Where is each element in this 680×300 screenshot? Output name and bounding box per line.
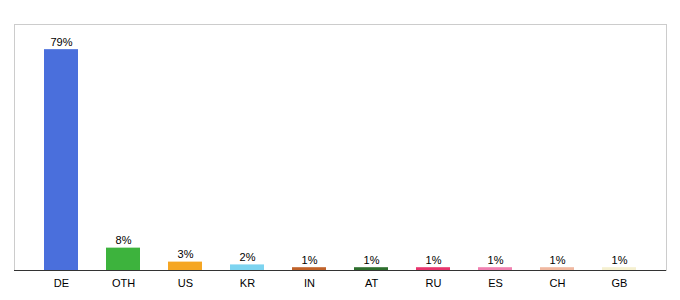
svg-text:ES: ES [488,277,503,289]
svg-text:OTH: OTH [112,277,135,289]
svg-text:1%: 1% [612,254,628,266]
svg-text:1%: 1% [550,254,566,266]
svg-text:GB: GB [612,277,628,289]
svg-text:CH: CH [550,277,566,289]
svg-text:3%: 3% [178,248,194,260]
svg-text:DE: DE [54,277,69,289]
svg-text:1%: 1% [426,254,442,266]
svg-text:1%: 1% [302,254,318,266]
svg-text:KR: KR [240,277,255,289]
svg-text:1%: 1% [364,254,380,266]
svg-text:79%: 79% [50,36,72,48]
svg-text:2%: 2% [240,251,256,263]
svg-text:1%: 1% [488,254,504,266]
svg-text:US: US [178,277,193,289]
svg-text:RU: RU [426,277,442,289]
svg-text:8%: 8% [116,234,132,246]
svg-text:AT: AT [365,277,379,289]
svg-text:IN: IN [304,277,315,289]
